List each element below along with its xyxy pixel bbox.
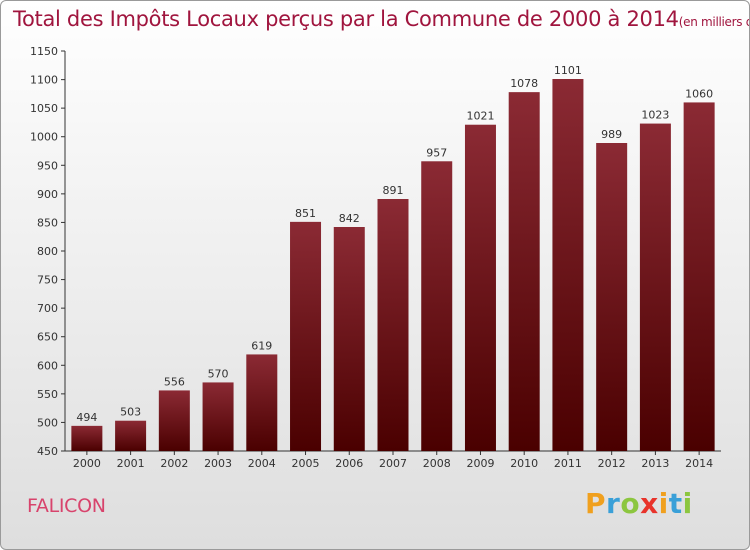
bar-2014 <box>683 102 715 451</box>
data-label-2007: 891 <box>383 184 404 197</box>
data-label-2012: 989 <box>601 128 622 141</box>
bar-2001 <box>115 420 147 451</box>
x-tick-label: 2011 <box>554 457 582 470</box>
y-tick-label: 600 <box>37 359 58 372</box>
chart-title-text: Total des Impôts Locaux perçus par la Co… <box>13 7 679 31</box>
x-tick-label: 2008 <box>423 457 451 470</box>
y-tick-label: 450 <box>37 445 58 458</box>
bar-2006 <box>333 227 365 451</box>
x-tick-label: 2001 <box>117 457 145 470</box>
y-tick-label: 1150 <box>30 45 58 58</box>
data-label-2006: 842 <box>339 212 360 225</box>
bar-2007 <box>377 199 409 451</box>
bar-2005 <box>290 221 322 451</box>
x-tick-label: 2005 <box>292 457 320 470</box>
y-tick-label: 1000 <box>30 131 58 144</box>
chart-title: Total des Impôts Locaux perçus par la Co… <box>13 7 749 31</box>
logo-letter: t <box>668 487 683 520</box>
x-tick-label: 2000 <box>73 457 101 470</box>
bar-2008 <box>421 161 453 452</box>
logo-letter: i <box>682 487 693 520</box>
x-tick-label: 2013 <box>641 457 669 470</box>
chart-unit-note: (en milliers d'€) <box>678 15 749 29</box>
x-tick-label: 2012 <box>598 457 626 470</box>
data-label-2008: 957 <box>426 146 447 159</box>
data-label-2004: 619 <box>251 339 272 352</box>
y-tick-label: 500 <box>37 416 58 429</box>
data-label-2011: 1101 <box>554 64 582 77</box>
logo-letter: o <box>620 487 641 520</box>
bar-2002 <box>158 390 190 451</box>
x-tick-label: 2003 <box>204 457 232 470</box>
x-tick-label: 2007 <box>379 457 407 470</box>
y-tick-label: 950 <box>37 159 58 172</box>
logo-letter: P <box>585 487 607 520</box>
logo-letter: i <box>658 487 669 520</box>
y-tick-label: 1100 <box>30 74 58 87</box>
bar-2012 <box>596 143 628 451</box>
bar-2010 <box>508 92 540 452</box>
bar-2003 <box>202 382 234 451</box>
y-tick-label: 750 <box>37 274 58 287</box>
y-tick-label: 550 <box>37 388 58 401</box>
data-label-2000: 494 <box>76 411 97 424</box>
bar-2013 <box>639 123 671 452</box>
x-tick-label: 2010 <box>510 457 538 470</box>
bar-2011 <box>552 79 584 451</box>
bar-2000 <box>71 425 103 451</box>
y-tick-label: 800 <box>37 245 58 258</box>
data-label-2010: 1078 <box>510 77 538 90</box>
bar-2009 <box>464 124 496 451</box>
bar-2004 <box>246 354 278 451</box>
data-label-2003: 570 <box>208 367 229 380</box>
x-tick-label: 2006 <box>335 457 363 470</box>
logo-letter: x <box>640 487 659 520</box>
x-tick-label: 2009 <box>466 457 494 470</box>
data-label-2013: 1023 <box>641 109 669 122</box>
x-tick-label: 2014 <box>685 457 713 470</box>
data-label-2002: 556 <box>164 375 185 388</box>
y-tick-label: 850 <box>37 216 58 229</box>
data-label-2005: 851 <box>295 207 316 220</box>
x-tick-label: 2004 <box>248 457 276 470</box>
y-tick-label: 900 <box>37 188 58 201</box>
data-label-2009: 1021 <box>466 110 494 123</box>
data-label-2001: 503 <box>120 406 141 419</box>
y-tick-label: 650 <box>37 331 58 344</box>
y-tick-label: 700 <box>37 302 58 315</box>
logo-letter: r <box>606 487 621 520</box>
y-tick-label: 1050 <box>30 102 58 115</box>
x-tick-label: 2002 <box>160 457 188 470</box>
data-label-2014: 1060 <box>685 87 713 100</box>
commune-name: FALICON <box>27 495 106 517</box>
proxiti-logo: Proxiti <box>585 487 693 520</box>
